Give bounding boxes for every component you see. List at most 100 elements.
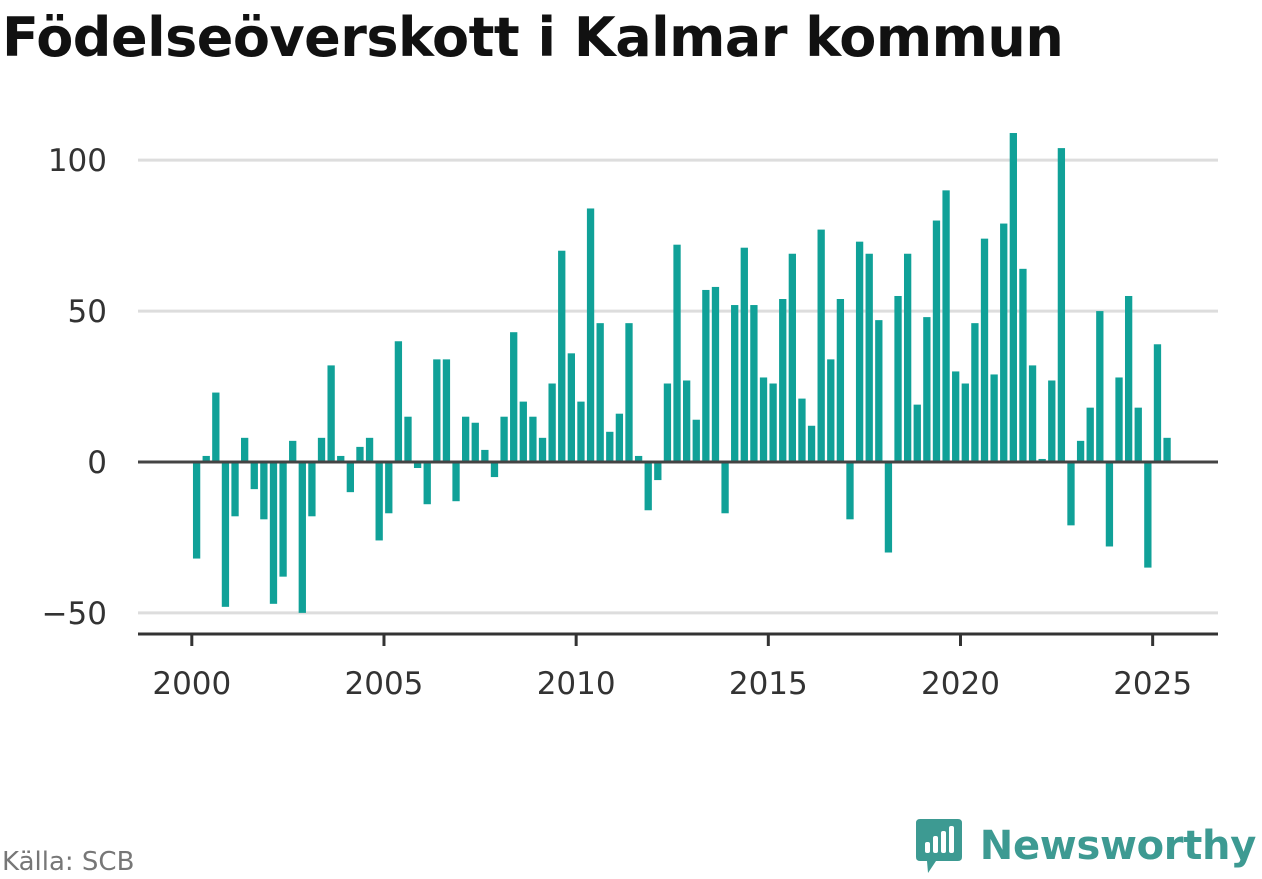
bar [202, 455, 210, 462]
bar [798, 398, 806, 462]
bar [375, 461, 383, 541]
bar [231, 461, 239, 517]
bar [875, 320, 883, 462]
bar [538, 437, 547, 462]
bar [721, 461, 729, 514]
bar [942, 190, 950, 462]
bar [519, 401, 527, 462]
bar [961, 383, 969, 462]
bar [980, 238, 989, 462]
bar [212, 392, 220, 462]
bar [731, 305, 739, 462]
bar [990, 374, 998, 462]
bar [1124, 295, 1133, 462]
bar [827, 359, 835, 462]
bar [346, 461, 354, 493]
bar [625, 323, 633, 462]
newsworthy-logo-icon [915, 819, 962, 873]
bar [711, 286, 720, 462]
x-tick-label: 2000 [152, 666, 231, 702]
bar [1019, 268, 1027, 462]
bar [279, 461, 287, 577]
bar [1153, 344, 1162, 462]
bar [404, 416, 412, 462]
bar [903, 253, 912, 462]
x-tick-label: 2020 [921, 666, 1000, 702]
bar [606, 431, 614, 462]
bar [577, 401, 585, 462]
bar [385, 461, 393, 514]
bar [192, 461, 201, 559]
bar [221, 461, 230, 607]
bar [1067, 461, 1075, 526]
bar [807, 425, 816, 462]
y-tick-label: 0 [87, 445, 107, 481]
bar [769, 383, 777, 462]
bar [337, 455, 345, 462]
bar [1086, 407, 1094, 462]
bar [413, 461, 422, 469]
bar [779, 299, 787, 462]
y-tick-label: 50 [68, 294, 107, 330]
bar [682, 380, 691, 462]
bar [673, 244, 681, 462]
bar [759, 377, 768, 462]
bar [634, 455, 643, 462]
bar [269, 461, 278, 604]
bar [250, 461, 258, 490]
x-tick-label: 2025 [1113, 666, 1192, 702]
bar [615, 413, 624, 462]
y-tick-label: −50 [42, 596, 107, 632]
bar [394, 341, 403, 462]
bar [548, 383, 556, 462]
bar [327, 365, 335, 462]
x-tick-label: 2010 [537, 666, 616, 702]
bar [433, 359, 441, 462]
bar [932, 220, 941, 462]
bar [289, 440, 297, 462]
bar [1163, 437, 1171, 462]
bar [846, 461, 854, 520]
brand-logo: Newsworthy [914, 817, 1256, 875]
bar [740, 247, 748, 462]
bars [192, 133, 1171, 613]
bar [817, 229, 825, 462]
bar [500, 416, 508, 462]
bar [1115, 377, 1123, 462]
chart-title: Födelseöverskott i Kalmar kommun [2, 6, 1064, 69]
bar [567, 353, 575, 462]
x-tick-label: 2005 [345, 666, 424, 702]
bar [1048, 380, 1056, 462]
axes [138, 460, 1218, 646]
bar [442, 359, 451, 462]
bar [462, 416, 470, 462]
bar [481, 449, 489, 462]
bar [510, 332, 518, 462]
bar [1028, 365, 1037, 462]
bar [260, 461, 268, 520]
bar [596, 323, 604, 462]
bar [654, 461, 662, 481]
bar [884, 461, 893, 553]
bar [558, 250, 566, 462]
bar [788, 253, 796, 462]
bar [855, 241, 864, 462]
bar [1057, 148, 1066, 462]
y-tick-label: 100 [48, 143, 107, 179]
bar [923, 317, 931, 462]
bar [913, 404, 921, 462]
bar [1105, 461, 1114, 547]
bar [471, 422, 479, 462]
bar [308, 461, 316, 517]
bar [317, 437, 326, 462]
bar [894, 295, 902, 462]
bar [365, 437, 374, 462]
source-note: Källa: SCB [2, 847, 135, 877]
bar [490, 461, 499, 478]
bar [452, 461, 460, 502]
bar [952, 371, 960, 462]
bar [663, 383, 672, 462]
x-axis-tick-labels: 2000 2005 2010 2015 2020 2025 [152, 666, 1192, 702]
bar [644, 461, 652, 511]
